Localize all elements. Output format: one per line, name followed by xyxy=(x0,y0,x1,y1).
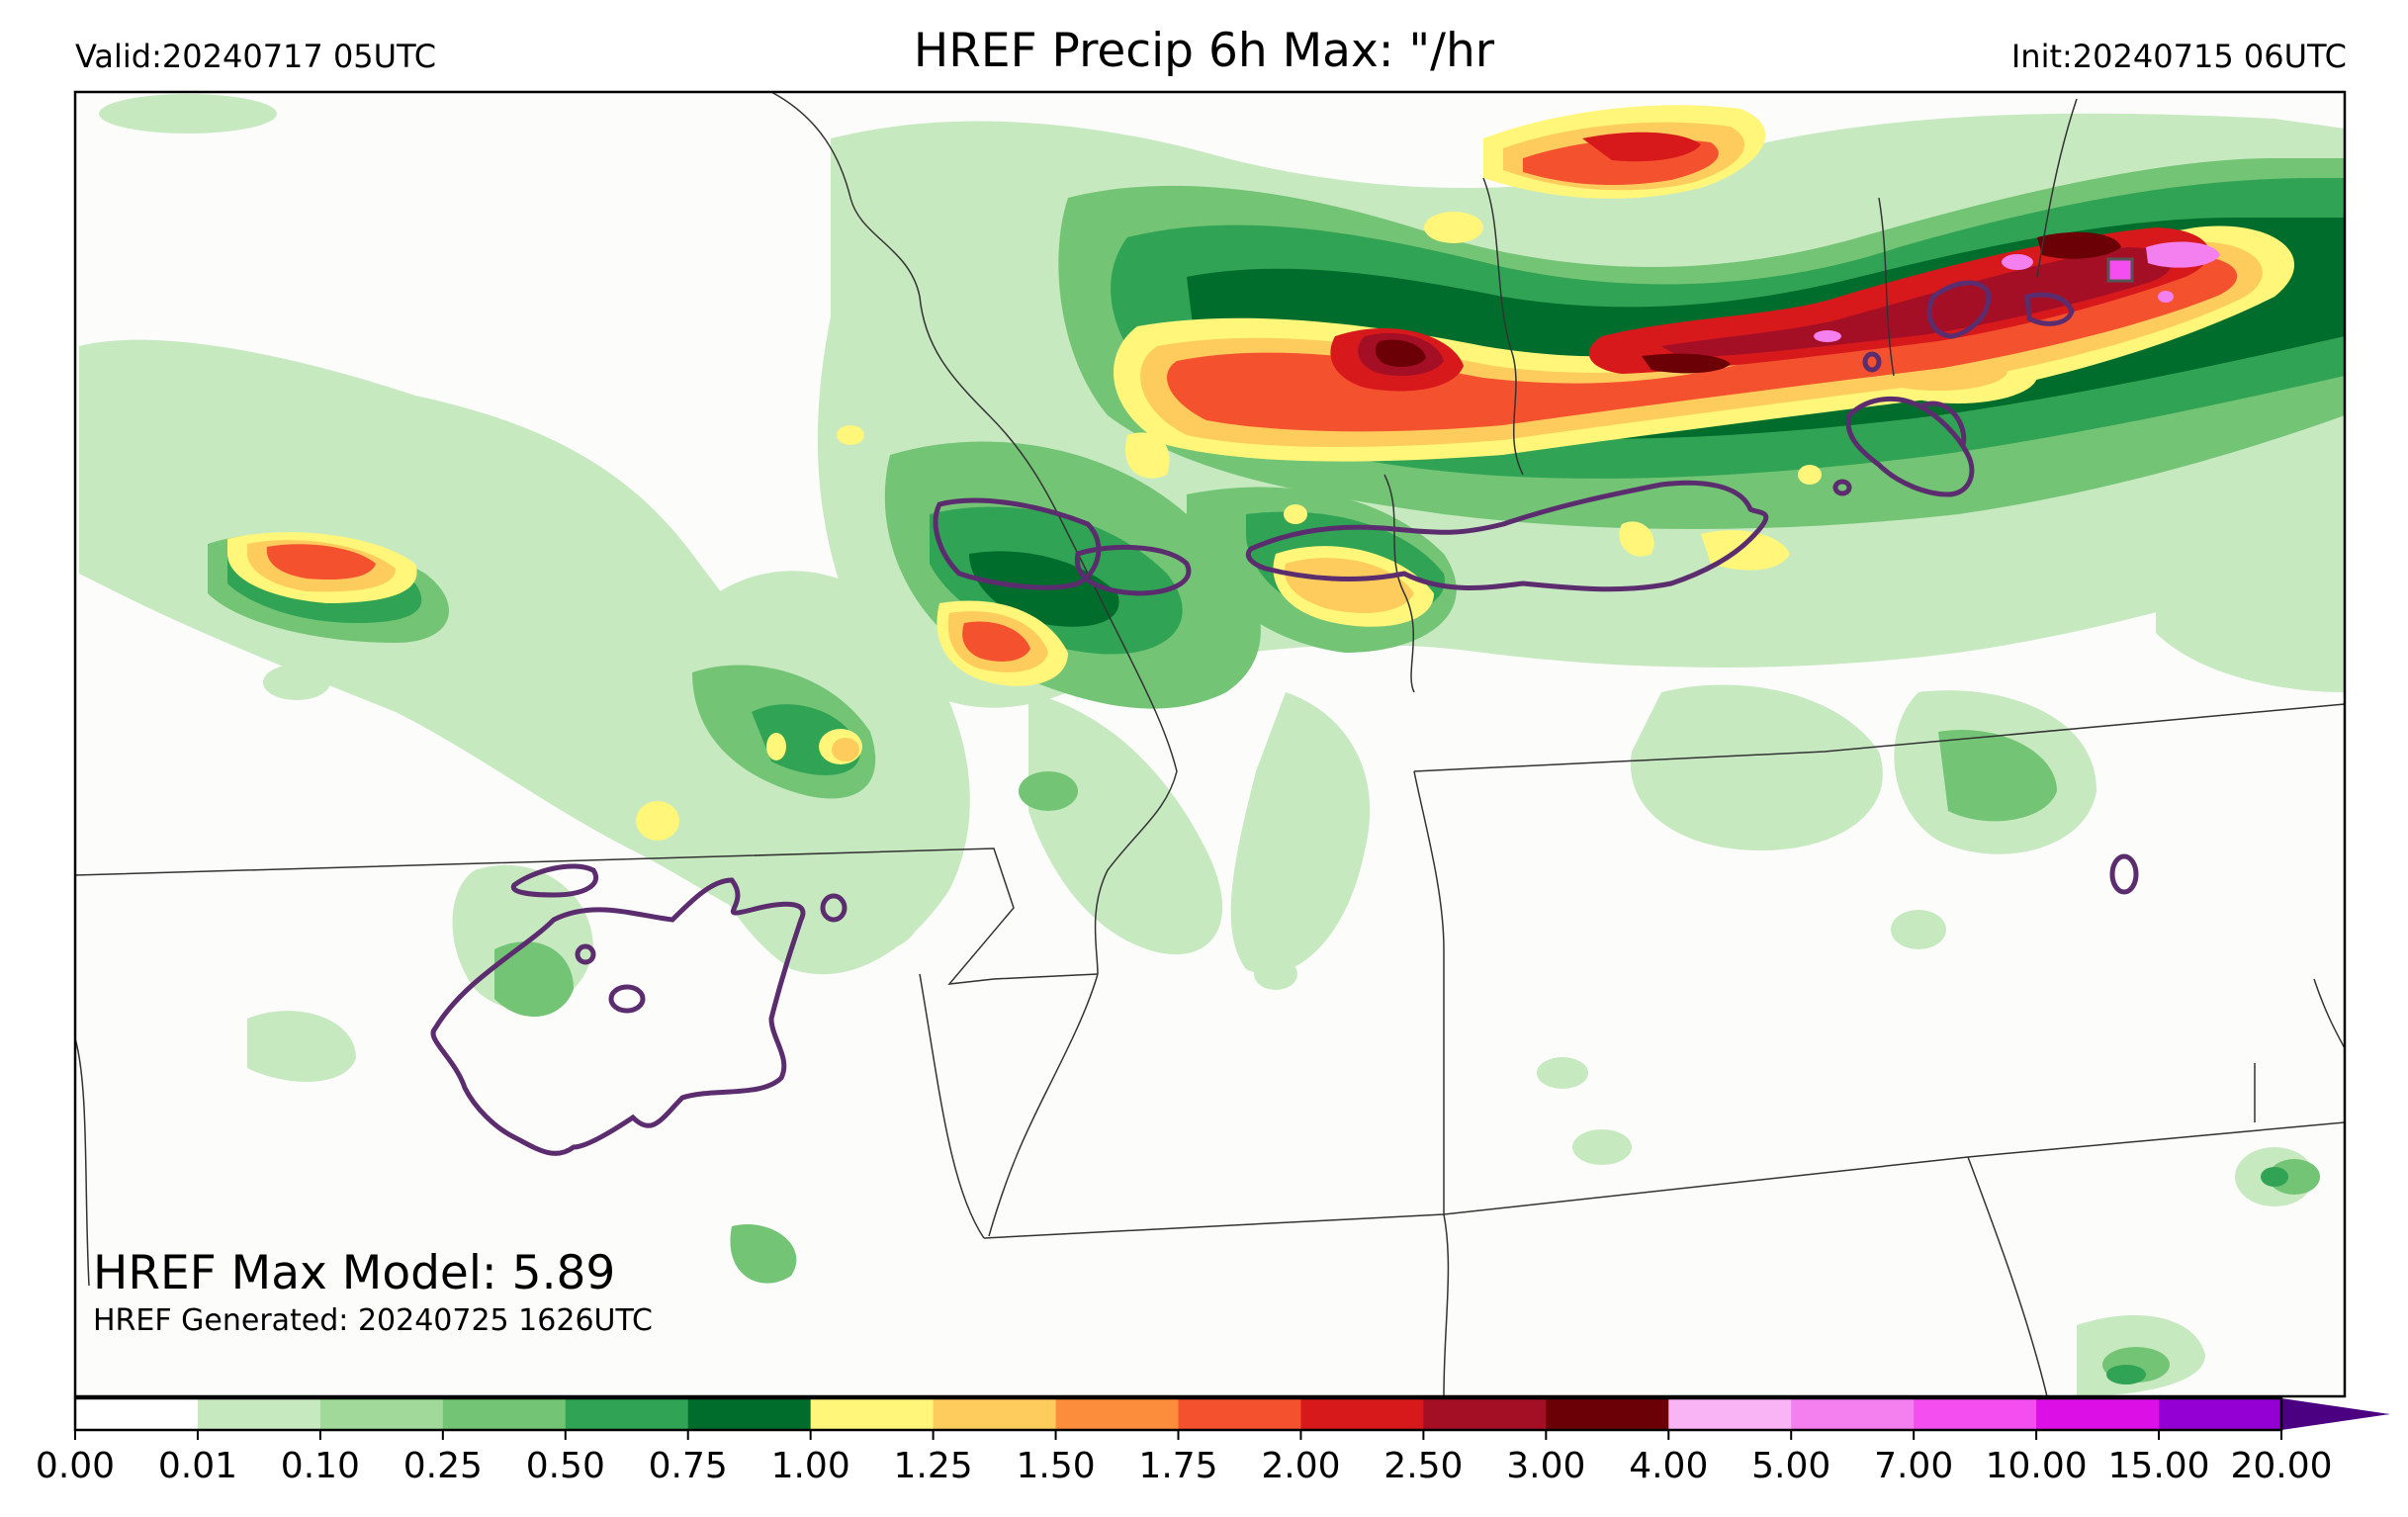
max-precip-cell xyxy=(2106,257,2134,283)
max-model-value: HREF Max Model: 5.89 xyxy=(93,1246,616,1300)
colorbar-cell xyxy=(75,1398,199,1430)
colorbar xyxy=(73,1396,2390,1440)
colorbar-tick-label: 2.00 xyxy=(1261,1446,1341,1486)
colorbar-tick-label: 0.75 xyxy=(648,1446,728,1486)
colorbar-tick-label: 1.75 xyxy=(1138,1446,1218,1486)
colorbar-tick-label: 1.25 xyxy=(893,1446,973,1486)
colorbar-cell xyxy=(1668,1398,1792,1430)
colorbar-tick-label: 4.00 xyxy=(1629,1446,1709,1486)
state-boundaries xyxy=(75,92,2345,1396)
colorbar-cell xyxy=(2159,1398,2282,1430)
colorbar-cell xyxy=(933,1398,1057,1430)
map-title: HREF Precip 6h Max: "/hr xyxy=(913,24,1495,78)
colorbar-tick-label: 3.00 xyxy=(1506,1446,1586,1486)
colorbar-cell xyxy=(197,1398,321,1430)
colorbar-cell xyxy=(1300,1398,1424,1430)
colorbar-tick-label: 0.25 xyxy=(402,1446,483,1486)
colorbar-tick-label: 10.00 xyxy=(1985,1446,2088,1486)
colorbar-tick-label: 7.00 xyxy=(1874,1446,1954,1486)
probability-contours xyxy=(430,280,2139,1156)
generated-timestamp: HREF Generated: 20240725 1626UTC xyxy=(93,1303,654,1338)
colorbar-tick-label: 20.00 xyxy=(2230,1446,2333,1486)
colorbar-cell xyxy=(2036,1398,2160,1430)
colorbar-tick-label: 2.50 xyxy=(1383,1446,1464,1486)
init-time-label: Init:20240715 06UTC xyxy=(2010,38,2347,75)
valid-time-label: Valid:20240717 05UTC xyxy=(75,38,437,75)
colorbar-cell xyxy=(319,1398,444,1430)
colorbar-tick-label: 0.01 xyxy=(157,1446,238,1486)
colorbar-cell xyxy=(1055,1398,1180,1430)
colorbar-cell xyxy=(687,1398,812,1430)
colorbar-tick-label: 1.50 xyxy=(1016,1446,1096,1486)
colorbar-cell xyxy=(1178,1398,1302,1430)
colorbar-cell xyxy=(810,1398,935,1430)
colorbar-cell xyxy=(442,1398,567,1430)
colorbar-tick-label: 0.00 xyxy=(35,1446,116,1486)
colorbar-cell xyxy=(1423,1398,1547,1430)
colorbar-tick-label: 5.00 xyxy=(1751,1446,1831,1486)
colorbar-cell xyxy=(1791,1398,1915,1430)
colorbar-cell xyxy=(565,1398,689,1430)
colorbar-extend-arrow xyxy=(2281,1398,2390,1430)
colorbar-cell xyxy=(1546,1398,1669,1430)
precip-field xyxy=(79,94,2345,1396)
colorbar-tick-label: 0.50 xyxy=(525,1446,605,1486)
colorbar-tick-label: 1.00 xyxy=(770,1446,850,1486)
colorbar-tick-label: 0.10 xyxy=(280,1446,360,1486)
colorbar-tick-label: 15.00 xyxy=(2107,1446,2210,1486)
map-frame xyxy=(73,90,2347,1398)
colorbar-cell xyxy=(1914,1398,2037,1430)
